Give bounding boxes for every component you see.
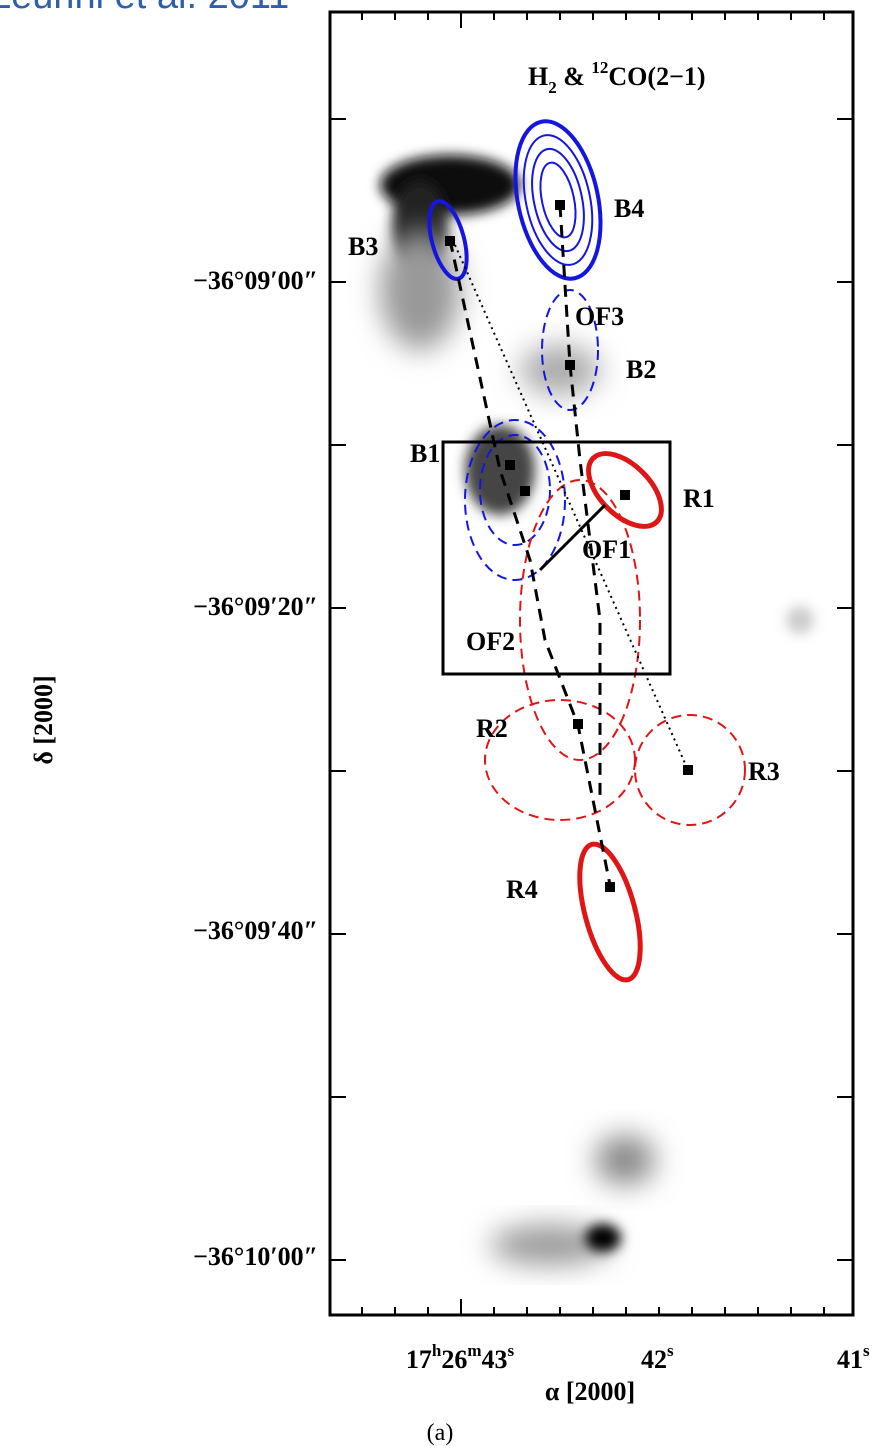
x-tick-part: m (467, 1341, 481, 1360)
y-axis-label: δ [2000] (29, 675, 58, 764)
caption: (a) (427, 1420, 454, 1446)
title-part: H (528, 62, 548, 91)
y-tick-label: −36°09′40″ (193, 916, 318, 945)
h2-emission (380, 155, 814, 1265)
x-tick-part: 17 (406, 1345, 432, 1374)
annotation: OF2 (466, 627, 515, 656)
x-tick-part: h (432, 1341, 442, 1360)
red-contours (484, 451, 746, 983)
y-tick-label: −36°09′20″ (193, 592, 318, 621)
annotation: B1 (410, 439, 440, 468)
annotation: R3 (748, 757, 780, 786)
x-tick-part: 43 (482, 1345, 508, 1374)
x-tick-part: s (863, 1341, 870, 1360)
annotation: B2 (626, 355, 656, 384)
blue-contours (427, 119, 603, 581)
title-part: 12 (591, 58, 608, 77)
outflow-axes (441, 204, 689, 886)
x-axis-label: α [2000] (545, 1377, 635, 1406)
tick-marks (330, 12, 853, 1315)
x-tick-part: s (667, 1341, 674, 1360)
annotation: OF1 (582, 535, 631, 564)
annotation: OF3 (575, 302, 624, 331)
y-tick-label: −36°10′00″ (193, 1242, 318, 1271)
x-tick-part: 41 (837, 1345, 863, 1374)
annotation: B3 (348, 232, 378, 261)
x-tick-part: 26 (441, 1345, 467, 1374)
annotation: R2 (476, 714, 508, 743)
citation: Leurini et al. 2011 (0, 0, 289, 17)
y-tick-label: −36°09′00″ (193, 266, 318, 295)
x-tick-label: 42s (641, 1341, 674, 1374)
title-part: 2 (548, 78, 557, 97)
annotation: R4 (506, 875, 538, 904)
annotation: B4 (614, 194, 644, 223)
annotation: R1 (683, 484, 715, 513)
title-part: & (557, 62, 592, 91)
frame (328, 10, 855, 1317)
x-tick-label: 41s (837, 1341, 870, 1374)
title: H2 & 12CO(2−1) (528, 58, 706, 97)
positions (445, 200, 693, 892)
title-part: CO(2−1) (608, 62, 705, 91)
x-tick-part: 42 (641, 1345, 667, 1374)
x-tick-part: s (508, 1341, 515, 1360)
x-tick-label: 17h26m43s (406, 1341, 515, 1374)
